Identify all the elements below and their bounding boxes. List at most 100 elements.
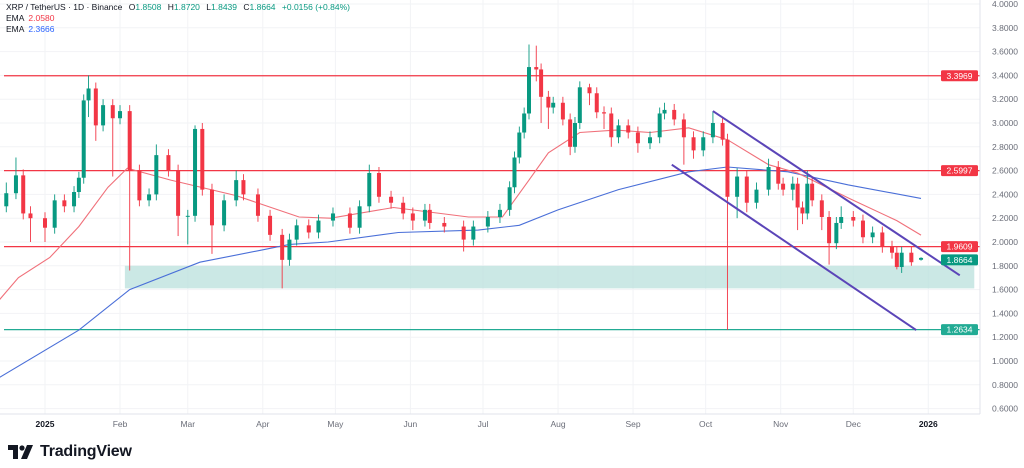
candle-body <box>154 155 159 195</box>
candle-body <box>527 67 531 114</box>
candle-body <box>241 180 246 195</box>
price-tick-label: 1.8000 <box>992 261 1018 271</box>
horizontal-levels <box>4 75 980 331</box>
candle-body <box>410 213 415 221</box>
candle-body <box>720 123 725 140</box>
channel-upper-line <box>712 110 961 277</box>
high-number: 1.8720 <box>173 2 200 12</box>
tradingview-wordmark: TradingView <box>40 443 132 460</box>
candle-body <box>389 196 394 203</box>
open-number: 1.8508 <box>135 2 162 12</box>
candle-body <box>594 93 599 113</box>
candle-body <box>101 105 106 126</box>
candle-body <box>587 87 592 94</box>
candle-body <box>507 187 512 210</box>
candle-body <box>209 189 214 226</box>
candle-body <box>568 119 573 147</box>
candle-body <box>306 225 311 233</box>
candles <box>4 44 924 331</box>
price-tick-label: 3.4000 <box>992 70 1018 80</box>
candle-body <box>805 183 810 214</box>
candle-body <box>657 113 662 138</box>
time-tick-label: Mar <box>180 419 195 429</box>
candle-body <box>497 209 502 218</box>
resistance-price-tag-text: 1.9609 <box>947 242 973 252</box>
candle-body <box>287 239 292 260</box>
candle-body <box>330 213 335 221</box>
ema-long-value: 2.3666 <box>28 24 55 34</box>
candle-body <box>616 125 621 138</box>
high-label: H <box>167 2 174 12</box>
candle-body <box>86 88 91 101</box>
price-axis[interactable]: 4.0000 3.8000 3.6000 3.4000 3.2000 3.0000 2.80… <box>992 0 1018 414</box>
candle-body <box>93 88 98 126</box>
candle-body <box>890 246 894 253</box>
time-tick-label: Apr <box>256 419 269 429</box>
candle-body <box>28 213 33 219</box>
price-tick-label: 2.8000 <box>992 142 1018 152</box>
symbol-title[interactable]: XRP / TetherUS · 1D · Binance <box>6 2 123 12</box>
candle-body <box>754 189 759 203</box>
candle-body <box>461 226 466 240</box>
high-value: H1.8720 <box>168 2 200 12</box>
tradingview-logo[interactable]: TradingView <box>8 443 132 461</box>
candle-body <box>635 132 640 144</box>
resistance-price-tag <box>941 70 978 82</box>
candle-body <box>870 232 875 238</box>
ema-short-label: EMA <box>6 13 25 23</box>
candle-body <box>522 113 527 133</box>
time-tick-label: Aug <box>550 419 565 429</box>
candle-body <box>725 139 730 197</box>
time-tick-label: 2026 <box>919 419 938 429</box>
candle-body <box>834 222 839 244</box>
candle-body <box>110 105 115 119</box>
candle-body <box>427 209 432 223</box>
candle-body <box>294 225 299 240</box>
candle-body <box>222 200 227 226</box>
candle-body <box>810 183 815 201</box>
candle-body <box>795 183 800 208</box>
candle-body <box>851 217 856 221</box>
resistance-price-tag <box>941 165 978 177</box>
price-tick-label: 2.4000 <box>992 189 1018 199</box>
price-tick-label: 3.8000 <box>992 23 1018 33</box>
candle-body <box>255 194 260 216</box>
support-price-tag-text: 1.2634 <box>947 325 973 335</box>
low-number: 1.8439 <box>211 2 238 12</box>
candle-body <box>166 155 171 171</box>
candle-body <box>193 128 198 216</box>
price-chart[interactable]: 4.0000 3.8000 3.6000 3.4000 3.2000 3.0000 2.80… <box>0 0 1024 440</box>
tradingview-logo-icon <box>8 445 33 459</box>
candle-body <box>512 157 517 188</box>
price-tick-label: 2.6000 <box>992 166 1018 176</box>
candle-body <box>81 100 86 178</box>
time-tick-label: May <box>327 419 344 429</box>
candle-body <box>648 137 652 144</box>
time-tick-label: Oct <box>699 419 713 429</box>
candle-body <box>894 252 899 267</box>
ema-short-row[interactable]: EMA 2.0580 <box>6 13 354 24</box>
open-value: O1.8508 <box>129 2 162 12</box>
last-price-tag-text: 1.8664 <box>947 255 973 265</box>
candle-body <box>62 200 67 207</box>
candle-body <box>118 111 123 119</box>
low-label: L <box>206 2 212 12</box>
ema-long-row[interactable]: EMA 2.3666 <box>6 24 354 35</box>
candle-body <box>517 132 522 158</box>
price-tick-label: 3.2000 <box>992 94 1018 104</box>
price-tick-label: 3.0000 <box>992 118 1018 128</box>
candle-body <box>572 123 577 147</box>
time-tick-label: Jun <box>404 419 418 429</box>
candle-body <box>13 175 18 194</box>
candle-body <box>357 206 362 228</box>
last-price-tag <box>941 254 978 266</box>
descending-channel <box>671 110 961 331</box>
time-axis[interactable]: 2025 Feb Mar Apr May Jun Jul Aug Sep Oct Nov Dec 202… <box>36 419 938 429</box>
candle-body <box>860 220 865 238</box>
close-label: C <box>243 2 250 12</box>
candle-body <box>662 109 667 114</box>
support-price-tag <box>941 324 978 336</box>
candle-body <box>442 222 447 227</box>
price-tick-label: 3.6000 <box>992 47 1018 57</box>
resistance-price-tag-text: 2.5997 <box>947 166 973 176</box>
